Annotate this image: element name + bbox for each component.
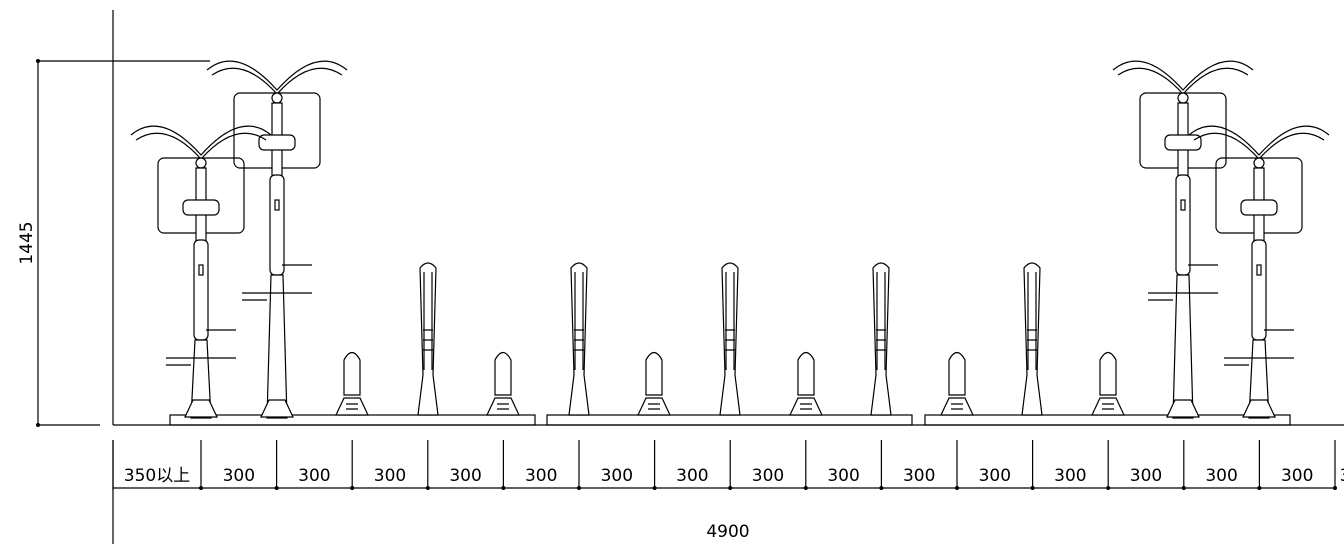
lamp <box>258 134 296 151</box>
dimension-dot <box>1181 486 1186 490</box>
rack-detail <box>876 272 886 370</box>
segment-dimension: 300 <box>1281 466 1313 486</box>
handlebar <box>206 60 348 91</box>
rack-detail <box>423 272 433 370</box>
rack-detail <box>497 403 509 410</box>
pedal <box>1224 329 1294 366</box>
reflector <box>274 199 280 211</box>
short-rack <box>645 351 663 396</box>
dimension-dot <box>728 486 733 490</box>
rack-base <box>1242 399 1276 418</box>
reflector <box>198 264 204 276</box>
segment-dimension: 300 <box>827 466 859 486</box>
segment-dimension: 300 <box>752 466 784 486</box>
total-dimension: 4900 <box>706 522 749 542</box>
rack-detail <box>725 272 735 370</box>
segment-dimension: 300 <box>1054 466 1086 486</box>
lamp <box>1164 134 1202 151</box>
segment-dimension: 300 <box>298 466 330 486</box>
handlebar <box>1112 60 1254 91</box>
stem <box>1253 157 1265 169</box>
rack-base <box>260 399 294 418</box>
stem <box>271 92 283 104</box>
rack-detail <box>800 403 812 410</box>
rack-detail <box>951 403 963 410</box>
segment-dimension: 300 <box>525 466 557 486</box>
reflector <box>1180 199 1186 211</box>
dimension-dot <box>425 486 430 490</box>
dimension-dot <box>577 486 581 490</box>
pedal <box>1148 264 1218 301</box>
dimension-dot <box>1257 486 1262 490</box>
segment-dimension: 300 <box>601 466 633 486</box>
short-rack <box>797 351 815 396</box>
wheel <box>1248 339 1270 419</box>
dimension-dot <box>955 486 959 490</box>
rack-detail <box>648 403 660 410</box>
segment-dimension: 300 <box>903 466 935 486</box>
dimension-dot <box>350 486 355 490</box>
rack-detail <box>1102 403 1114 410</box>
short-rack <box>948 351 966 396</box>
segment-dimension: 350以上 <box>1340 466 1344 486</box>
rack-base <box>789 397 823 416</box>
rack-base <box>637 397 671 416</box>
dimension-dot <box>274 486 279 490</box>
lamp <box>182 199 220 216</box>
segment-dimension: 300 <box>1205 466 1237 486</box>
dimension-dot <box>1333 486 1337 490</box>
dimension-dot <box>1106 486 1111 490</box>
segment-dimension: 300 <box>223 466 255 486</box>
wheel <box>190 339 212 419</box>
reflector <box>1256 264 1262 276</box>
rack-base <box>486 397 520 416</box>
pedal <box>166 329 236 366</box>
segment-dimension: 350以上 <box>124 466 190 486</box>
rack-detail <box>346 403 358 410</box>
lamp <box>1240 199 1278 216</box>
tall-rack <box>870 262 892 416</box>
pedal <box>242 264 312 301</box>
rack-drawing <box>36 10 1344 544</box>
dimension-dot <box>803 486 808 490</box>
segment-dimension: 300 <box>1130 466 1162 486</box>
short-rack <box>494 351 512 396</box>
rack-base <box>1166 399 1200 418</box>
tall-rack <box>719 262 741 416</box>
tall-rack <box>568 262 590 416</box>
wheel <box>1172 274 1194 419</box>
height-dimension: 1445 <box>17 221 37 264</box>
dimension-dot <box>501 486 506 490</box>
stem <box>1177 92 1189 104</box>
stem <box>195 157 207 169</box>
segment-dimension: 300 <box>676 466 708 486</box>
rack-base <box>335 397 369 416</box>
fork-body <box>1175 174 1191 276</box>
wheel <box>266 274 288 419</box>
segment-dimension: 300 <box>449 466 481 486</box>
segment-dimension: 300 <box>979 466 1011 486</box>
short-rack <box>343 351 361 396</box>
dimension-dot <box>652 486 657 490</box>
rack-detail <box>1027 272 1037 370</box>
short-rack <box>1099 351 1117 396</box>
dimension-dot <box>1030 486 1035 490</box>
fork-body <box>1251 239 1267 341</box>
rack-base <box>1091 397 1125 416</box>
tall-rack <box>1021 262 1043 416</box>
segment-dimension: 300 <box>374 466 406 486</box>
fork-body <box>269 174 285 276</box>
rack-detail <box>574 272 584 370</box>
handlebar <box>1188 125 1330 156</box>
fork-body <box>193 239 209 341</box>
rack-base <box>184 399 218 418</box>
handlebar <box>130 125 272 156</box>
dimension-dot <box>199 486 203 490</box>
dimension-dot <box>879 486 884 490</box>
tall-rack <box>417 262 439 416</box>
rack-base <box>940 397 974 416</box>
